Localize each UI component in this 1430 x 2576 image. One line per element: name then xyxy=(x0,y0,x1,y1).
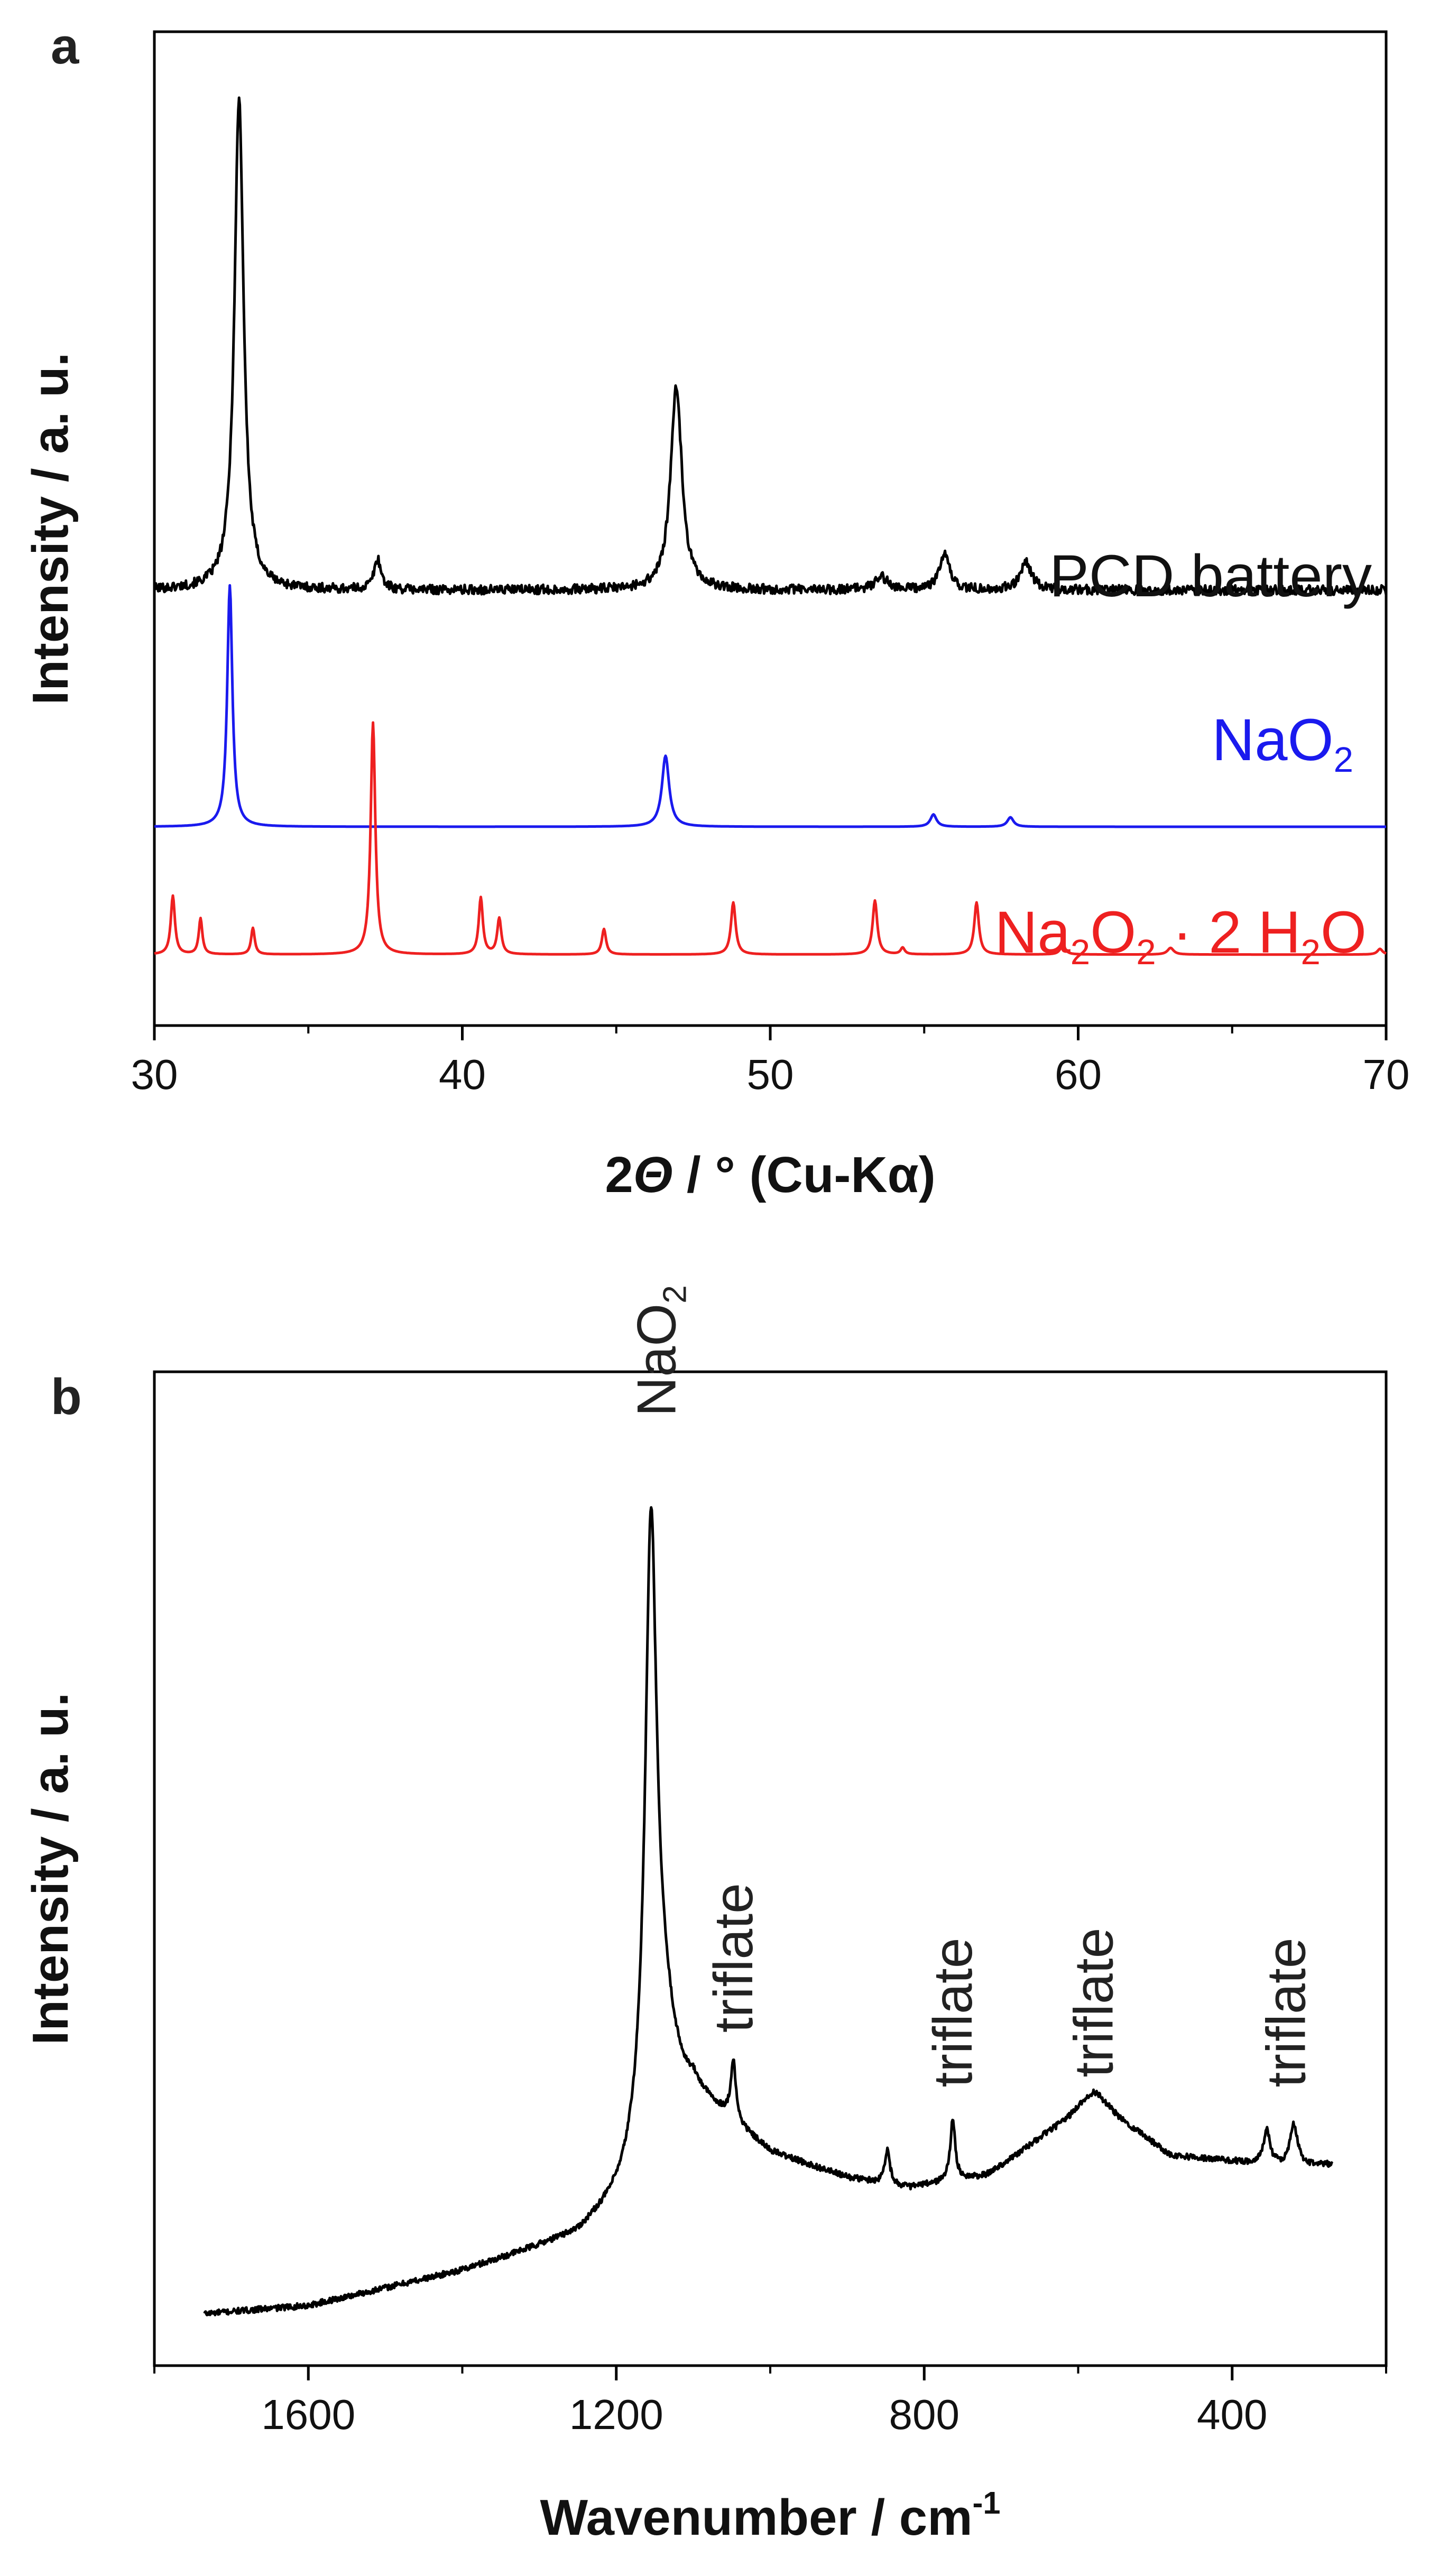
series-label-pcd-battery: PCD battery xyxy=(1049,543,1372,609)
x-axis-title-b: Wavenumber / cm-1 xyxy=(540,2485,1001,2546)
panel-label-b: b xyxy=(51,1369,82,1425)
peak-annotation: triflate xyxy=(1256,1937,1317,2087)
panel-label-a: a xyxy=(51,18,79,75)
y-axis-title-b: Intensity / a. u. xyxy=(22,1693,79,2045)
series-group-a xyxy=(153,96,1388,956)
peak-annotations-b: NaO2 triflate triflate triflate triflate xyxy=(626,1285,1317,2088)
series-line-0 xyxy=(153,96,1388,596)
x-tick-label-a: 40 xyxy=(439,1051,486,1098)
x-axis-ticks-b: 1600 1200 800 400 xyxy=(153,2366,1387,2438)
x-tick-label-b: 1200 xyxy=(569,2391,663,2438)
peak-annotation: triflate xyxy=(703,1883,764,2033)
x-tick-label-a: 30 xyxy=(131,1051,178,1098)
series-group-b xyxy=(203,1506,1334,2316)
series-line-1 xyxy=(154,584,1387,828)
series-label-na2o2-2h2o: Na2O2 · 2 H2O xyxy=(995,899,1367,972)
x-tick-label-b: 800 xyxy=(889,2391,960,2438)
plot-frame-a xyxy=(153,30,1388,1027)
x-tick-label-a: 50 xyxy=(747,1051,794,1098)
y-axis-title-a: Intensity / a. u. xyxy=(22,353,79,705)
x-tick-label-b: 1600 xyxy=(261,2391,355,2438)
peak-annotation: triflate xyxy=(922,1937,984,2087)
raman-spectrum-line xyxy=(203,1506,1334,2316)
x-tick-label-a: 60 xyxy=(1055,1051,1102,1098)
x-axis-ticks-a: 30 40 50 60 70 xyxy=(131,1026,1410,1098)
panel-a-xrd-chart: a 30 40 50 60 70 PCD battery NaO2 Na2O2 · 2 … xyxy=(22,18,1409,1203)
series-line-2 xyxy=(154,721,1387,956)
x-tick-label-a: 70 xyxy=(1363,1051,1410,1098)
peak-annotation: triflate xyxy=(1064,1928,1125,2078)
plot-frame-b xyxy=(153,1370,1388,2367)
panel-b-raman-chart: b 1600 1200 800 400 NaO2 triflate triflate tri… xyxy=(22,1285,1388,2546)
x-axis-title-a: 2Θ / ° (Cu-Kα) xyxy=(605,1147,935,1203)
peak-annotation: NaO2 xyxy=(626,1285,694,1417)
x-tick-label-b: 400 xyxy=(1197,2391,1267,2438)
series-label-nao2: NaO2 xyxy=(1212,707,1353,780)
